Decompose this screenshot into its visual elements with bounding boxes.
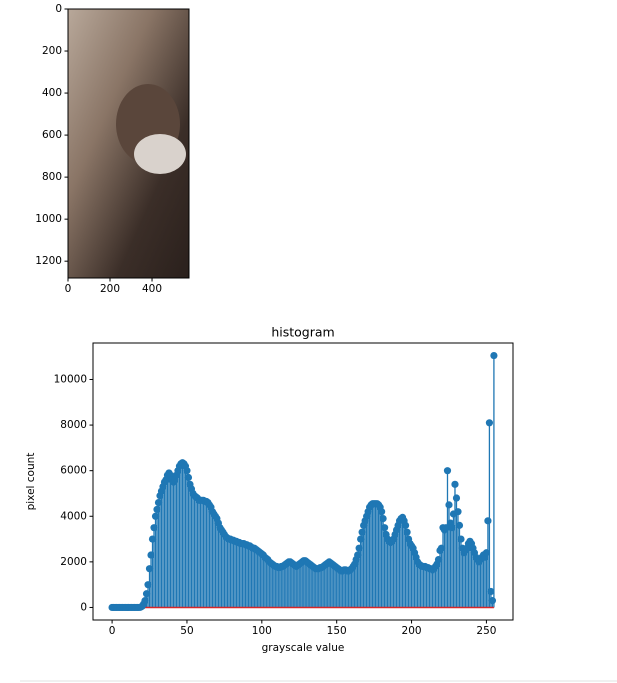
x-tick-label: 250 bbox=[476, 625, 496, 637]
stem-marker bbox=[145, 565, 154, 573]
y-tick-label: 4000 bbox=[60, 510, 87, 522]
stem-marker bbox=[144, 581, 152, 589]
y-tick-label: 400 bbox=[42, 87, 62, 99]
y-tick-label: 800 bbox=[42, 171, 62, 183]
stem-marker bbox=[358, 528, 366, 536]
stem-marker bbox=[354, 551, 362, 559]
x-tick-label: 0 bbox=[109, 625, 116, 637]
y-tick-label: 10000 bbox=[54, 373, 87, 385]
stem-marker bbox=[147, 551, 155, 559]
stem-marker bbox=[403, 528, 411, 536]
y-axis-label: pixel count bbox=[25, 453, 37, 511]
y-tick-label: 1200 bbox=[35, 255, 62, 267]
stem-marker bbox=[448, 524, 456, 532]
stem-marker bbox=[455, 521, 464, 529]
stem-marker bbox=[184, 473, 193, 482]
y-tick-label: 8000 bbox=[60, 419, 87, 431]
stem-marker bbox=[401, 521, 410, 529]
y-tick-label: 1000 bbox=[35, 213, 62, 225]
x-axis-label: grayscale value bbox=[262, 642, 345, 654]
stem-marker bbox=[437, 544, 446, 552]
stem-marker bbox=[490, 351, 498, 360]
y-tick-label: 600 bbox=[42, 129, 62, 141]
stem-marker bbox=[451, 480, 459, 488]
stem-marker bbox=[434, 555, 443, 564]
image-frame bbox=[67, 8, 190, 279]
x-tick-label: 150 bbox=[327, 625, 347, 637]
stem-marker bbox=[484, 517, 492, 525]
y-tick-label: 6000 bbox=[60, 465, 87, 477]
y-tick-label: 2000 bbox=[60, 556, 87, 568]
stem-marker bbox=[381, 524, 389, 532]
chart-title: histogram bbox=[271, 325, 334, 340]
stem-marker bbox=[485, 419, 494, 427]
stem-marker bbox=[355, 544, 363, 552]
stem-marker bbox=[150, 524, 158, 532]
stem-marker bbox=[454, 508, 462, 516]
stem-marker bbox=[378, 508, 386, 516]
stem-marker bbox=[141, 597, 149, 605]
stem-marker bbox=[151, 512, 160, 520]
y-tick-label: 0 bbox=[80, 601, 87, 613]
stem-marker bbox=[148, 535, 157, 543]
x-tick-label: 200 bbox=[402, 625, 422, 637]
stem-marker bbox=[457, 535, 465, 543]
stem-marker bbox=[379, 514, 387, 523]
stem-marker bbox=[488, 597, 497, 605]
stem-marker bbox=[357, 535, 365, 543]
x-tick-label: 400 bbox=[142, 283, 162, 295]
stem-marker bbox=[487, 587, 495, 596]
x-tick-label: 200 bbox=[100, 283, 120, 295]
x-tick-label: 100 bbox=[252, 625, 272, 637]
stem-marker bbox=[442, 524, 450, 532]
stem-marker bbox=[154, 498, 163, 507]
stem-marker bbox=[452, 494, 461, 502]
stem-marker bbox=[482, 549, 491, 557]
stem-marker bbox=[443, 467, 452, 475]
stem-marker bbox=[142, 590, 151, 598]
x-tick-label: 50 bbox=[180, 625, 193, 637]
plot-frame bbox=[92, 342, 514, 621]
x-tick-label: 0 bbox=[65, 283, 72, 295]
stem-marker bbox=[183, 467, 191, 475]
image-mask bbox=[134, 134, 186, 174]
y-tick-label: 0 bbox=[55, 3, 62, 15]
stem-marker bbox=[445, 501, 453, 509]
stem-marker bbox=[153, 505, 161, 514]
y-tick-label: 200 bbox=[42, 45, 62, 57]
